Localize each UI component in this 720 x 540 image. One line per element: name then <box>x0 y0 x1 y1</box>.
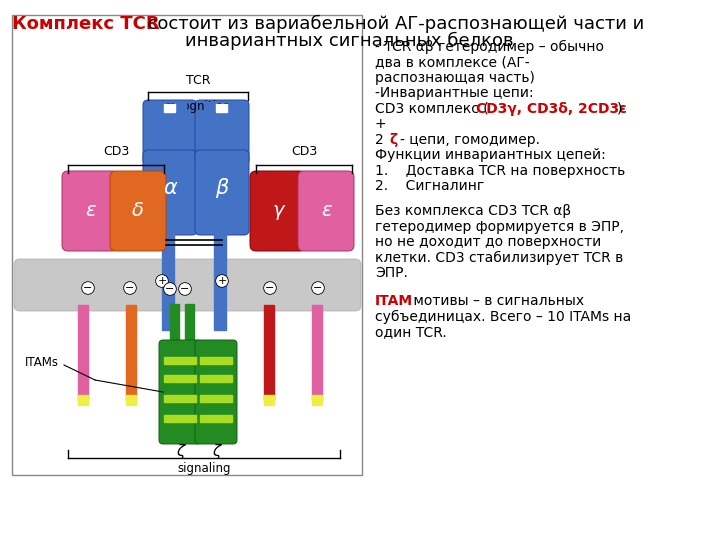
Text: гетеродимер формируется в ЭПР,: гетеродимер формируется в ЭПР, <box>375 220 624 234</box>
Text: γ: γ <box>272 200 284 219</box>
Text: +: + <box>375 118 387 132</box>
Bar <box>312 305 322 400</box>
Text: ITAMs: ITAMs <box>25 355 59 368</box>
Text: Функции инвариантных цепей:: Функции инвариантных цепей: <box>375 148 606 163</box>
Bar <box>312 395 322 405</box>
FancyBboxPatch shape <box>159 340 201 444</box>
Text: два в комплексе (АГ-: два в комплексе (АГ- <box>375 56 530 70</box>
Bar <box>12 15 362 475</box>
Text: CD3: CD3 <box>103 145 129 158</box>
Bar <box>170 304 179 340</box>
Text: 2: 2 <box>375 133 388 147</box>
Text: ITAM: ITAM <box>375 294 413 308</box>
Text: CD3 комплекс (: CD3 комплекс ( <box>375 102 489 116</box>
Text: TCR: TCR <box>186 74 210 87</box>
Text: состоит из вариабельной АГ-распознающей части и: состоит из вариабельной АГ-распознающей … <box>136 15 644 33</box>
Text: - цепи, гомодимер.: - цепи, гомодимер. <box>400 133 540 147</box>
Text: α: α <box>163 178 177 198</box>
Text: +: + <box>217 276 227 286</box>
Bar <box>176 102 186 112</box>
Text: CD3: CD3 <box>291 145 317 158</box>
Text: ЭПР.: ЭПР. <box>375 266 408 280</box>
Text: δ: δ <box>132 200 144 219</box>
Text: CD3γ, CD3δ, 2CD3ε: CD3γ, CD3δ, 2CD3ε <box>476 102 627 116</box>
Text: −: − <box>166 284 175 294</box>
FancyBboxPatch shape <box>143 150 197 235</box>
Bar <box>162 230 174 330</box>
Text: recognition: recognition <box>165 100 231 113</box>
Bar <box>164 415 196 422</box>
Bar <box>164 104 175 112</box>
Text: −: − <box>84 283 93 293</box>
Bar <box>126 305 136 400</box>
Text: Без комплекса CD3 TCR αβ: Без комплекса CD3 TCR αβ <box>375 204 571 218</box>
Text: но не доходит до поверхности: но не доходит до поверхности <box>375 235 601 249</box>
Bar <box>164 357 196 364</box>
Text: - TCR αβ гетеродимер – обычно: - TCR αβ гетеродимер – обычно <box>375 40 604 54</box>
Text: субъединицах. Всего – 10 ITAMs на: субъединицах. Всего – 10 ITAMs на <box>375 310 631 324</box>
Text: −: − <box>313 283 323 293</box>
FancyBboxPatch shape <box>195 340 237 444</box>
Text: один TCR.: один TCR. <box>375 325 446 339</box>
FancyBboxPatch shape <box>298 171 354 251</box>
Text: −: − <box>180 284 189 294</box>
Bar <box>78 305 88 400</box>
Text: мотивы – в сигнальных: мотивы – в сигнальных <box>409 294 584 308</box>
Bar <box>200 395 232 402</box>
Bar <box>164 395 196 402</box>
Text: −: − <box>125 283 135 293</box>
Bar <box>205 102 215 112</box>
Text: ζ: ζ <box>389 133 397 147</box>
Text: −: − <box>265 283 275 293</box>
Bar <box>228 102 238 112</box>
Bar <box>200 357 232 364</box>
Text: клетки. CD3 стабилизирует TCR в: клетки. CD3 стабилизирует TCR в <box>375 251 624 265</box>
Bar <box>264 305 274 400</box>
Text: Комплекс TCR: Комплекс TCR <box>12 15 160 33</box>
Text: 2.    Сигналинг: 2. Сигналинг <box>375 179 485 193</box>
Bar <box>126 395 136 405</box>
Text: signaling: signaling <box>177 462 230 475</box>
Bar <box>264 395 274 405</box>
Bar <box>216 104 227 112</box>
Text: ε: ε <box>85 200 95 219</box>
FancyBboxPatch shape <box>250 171 306 251</box>
FancyBboxPatch shape <box>143 100 197 165</box>
Text: ζ: ζ <box>212 444 220 459</box>
Text: -Инвариантные цепи:: -Инвариантные цепи: <box>375 86 534 100</box>
Text: инвариантных сигнальных белков: инвариантных сигнальных белков <box>185 32 513 50</box>
FancyBboxPatch shape <box>195 150 249 235</box>
Bar <box>153 102 163 112</box>
FancyBboxPatch shape <box>14 259 361 311</box>
Text: +: + <box>157 276 167 286</box>
Text: ε: ε <box>320 200 331 219</box>
Bar <box>200 415 232 422</box>
FancyBboxPatch shape <box>195 100 249 165</box>
Bar <box>164 375 196 382</box>
Bar <box>185 304 194 340</box>
Text: ζ: ζ <box>176 444 184 459</box>
FancyBboxPatch shape <box>62 171 118 251</box>
Bar <box>200 375 232 382</box>
Text: 1.    Доставка TCR на поверхность: 1. Доставка TCR на поверхность <box>375 164 625 178</box>
Text: распознающая часть): распознающая часть) <box>375 71 535 85</box>
Bar <box>214 230 226 330</box>
Text: β: β <box>215 178 229 198</box>
FancyBboxPatch shape <box>110 171 166 251</box>
Bar <box>78 395 88 405</box>
Text: ): ) <box>617 102 622 116</box>
